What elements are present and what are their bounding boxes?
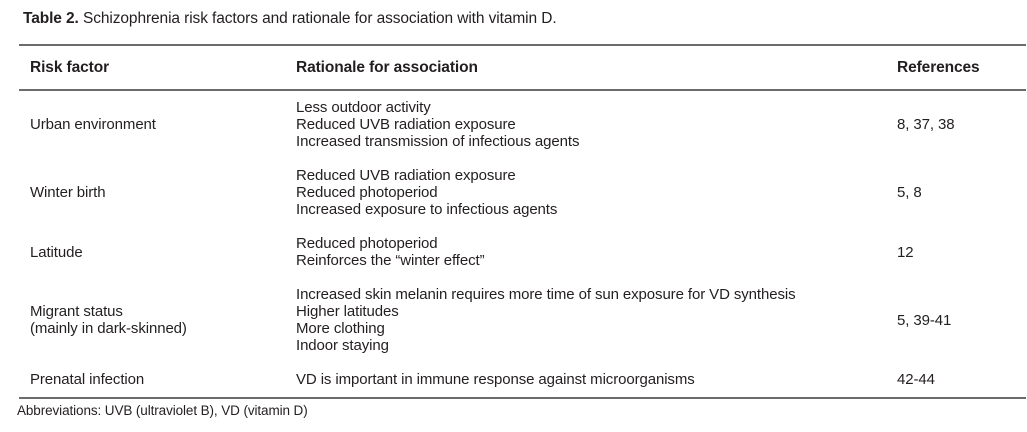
risk-factor-cell: Prenatal infection: [19, 363, 296, 398]
rationale-line: Reduced photoperiod: [296, 184, 438, 201]
header-row: Risk factor Rationale for association Re…: [19, 45, 1026, 91]
rationale-line: VD is important in immune response again…: [296, 371, 695, 388]
rationale-line: Less outdoor activity: [296, 99, 431, 116]
table-row-winter-birth: Winter birth Reduced UVB radiation expos…: [19, 159, 1026, 227]
rationale-cell: VD is important in immune response again…: [296, 363, 897, 398]
table-caption-text: Schizophrenia risk factors and rationale…: [83, 10, 557, 27]
risk-factor-text: Latitude: [30, 243, 83, 261]
references-text: 5, 39-41: [897, 311, 952, 329]
references-cell: 8, 37, 38: [897, 90, 1026, 159]
abbreviations-note: Abbreviations: UVB (ultraviolet B), VD (…: [17, 403, 308, 418]
risk-factor-text: Urban environment: [30, 116, 156, 133]
rationale-line: Reduced UVB radiation exposure: [296, 116, 516, 133]
rationale-cell: Increased skin melanin requires more tim…: [296, 278, 897, 363]
risk-factor-text: Migrant status: [30, 303, 123, 320]
paper-table-figure: Table 2. Schizophrenia risk factors and …: [17, 9, 1027, 418]
references-cell: 42-44: [897, 363, 1026, 398]
header-rationale: Rationale for association: [296, 45, 897, 91]
risk-factor-cell: Latitude: [19, 227, 296, 278]
table-row-prenatal-infection: Prenatal infection VD is important in im…: [19, 363, 1026, 398]
rationale-line: Reduced photoperiod: [296, 235, 438, 252]
references-text: 12: [897, 243, 914, 261]
risk-factor-cell: Migrant status (mainly in dark-skinned): [19, 278, 296, 363]
header-risk-factor: Risk factor: [19, 45, 296, 91]
references-cell: 12: [897, 227, 1026, 278]
risk-factor-cell: Urban environment: [19, 90, 296, 159]
risk-factor-text: Prenatal infection: [30, 371, 145, 388]
table-row-migrant-status: Migrant status (mainly in dark-skinned) …: [19, 278, 1026, 363]
rationale-line: Reduced UVB radiation exposure: [296, 167, 516, 184]
risk-factor-text: (mainly in dark-skinned): [30, 320, 187, 337]
rationale-line: Indoor staying: [296, 337, 389, 354]
references-text: 8, 37, 38: [897, 116, 955, 133]
rationale-line: Reinforces the “winter effect”: [296, 252, 485, 269]
references-text: 42-44: [897, 371, 935, 388]
header-references: References: [897, 45, 1026, 91]
rationale-line: More clothing: [296, 320, 385, 337]
references-cell: 5, 8: [897, 159, 1026, 227]
risk-factor-text: Winter birth: [30, 184, 106, 201]
rationale-line: Increased exposure to infectious agents: [296, 201, 558, 218]
risk-factor-cell: Winter birth: [19, 159, 296, 227]
references-text: 5, 8: [897, 184, 922, 201]
risk-factor-table: Risk factor Rationale for association Re…: [19, 44, 1026, 399]
rationale-line: Increased skin melanin requires more tim…: [296, 286, 796, 303]
table-caption-number: Table 2.: [23, 10, 79, 27]
rationale-cell: Reduced photoperiod Reinforces the “wint…: [296, 227, 897, 278]
table-caption: Table 2. Schizophrenia risk factors and …: [23, 9, 1027, 28]
rationale-line: Increased transmission of infectious age…: [296, 133, 580, 150]
table-row-urban-environment: Urban environment Less outdoor activity …: [19, 90, 1026, 159]
rationale-line: Higher latitudes: [296, 303, 399, 320]
table-row-latitude: Latitude Reduced photoperiod Reinforces …: [19, 227, 1026, 278]
references-cell: 5, 39-41: [897, 278, 1026, 363]
rationale-cell: Less outdoor activity Reduced UVB radiat…: [296, 90, 897, 159]
rationale-cell: Reduced UVB radiation exposure Reduced p…: [296, 159, 897, 227]
